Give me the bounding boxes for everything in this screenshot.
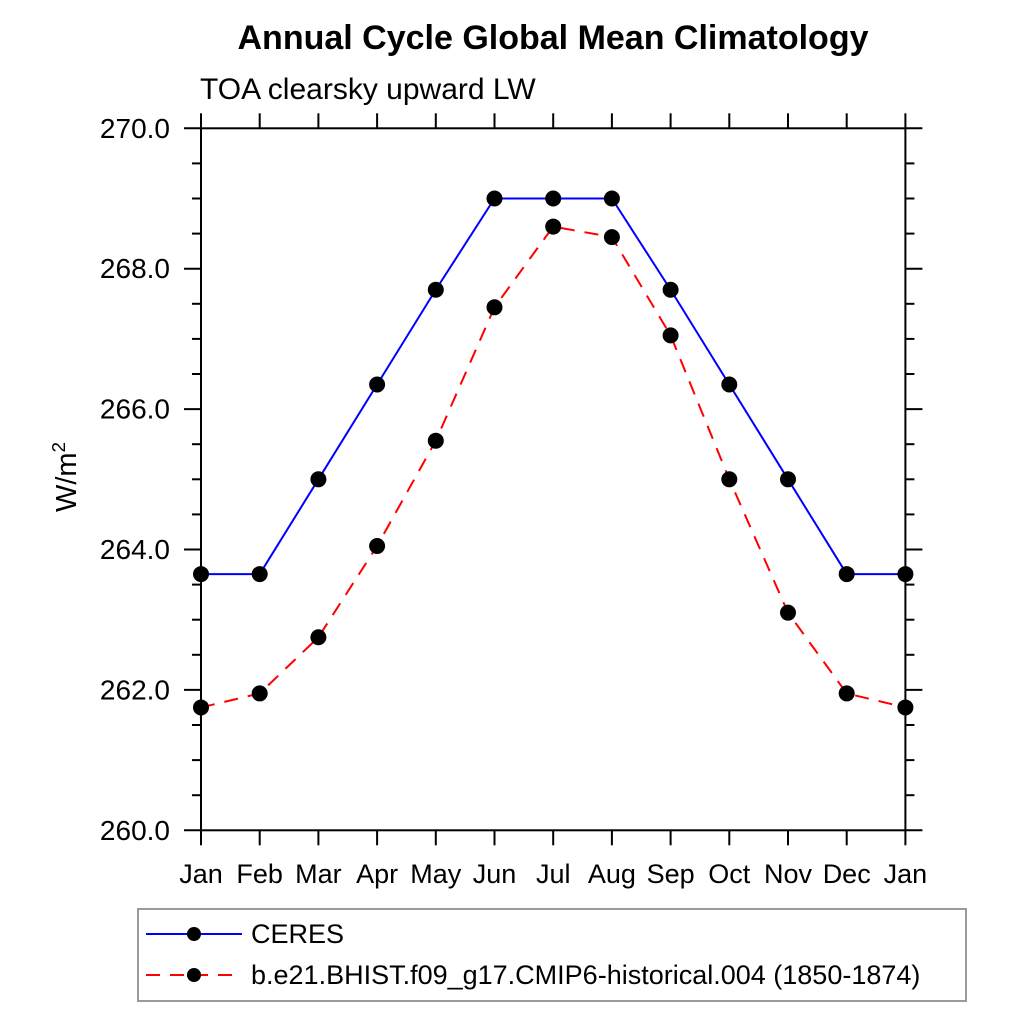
- x-axis: Jan Feb Mar Apr May Jun Jul Aug Sep Oct Nov Dec Jan: [179, 113, 927, 889]
- x-tick-label: Jul: [536, 859, 571, 889]
- data-point-marker: [545, 190, 562, 207]
- legend-marker-model: [187, 968, 201, 982]
- x-tick-label: Jan: [179, 859, 223, 889]
- x-tick-label: Mar: [295, 859, 342, 889]
- data-point-marker: [662, 327, 679, 344]
- data-point-marker: [838, 566, 855, 583]
- data-point-marker: [545, 218, 562, 235]
- legend-item-model: b.e21.BHIST.f09_g17.CMIP6-historical.004…: [145, 957, 920, 993]
- x-tick-label: Jun: [473, 859, 517, 889]
- data-point-marker: [251, 685, 268, 702]
- data-point-marker: [193, 699, 209, 716]
- data-point-marker: [721, 471, 738, 488]
- data-point-marker: [310, 629, 327, 646]
- series-ceres: [193, 190, 914, 583]
- y-tick-label: 268.0: [100, 253, 170, 284]
- x-tick-label: Dec: [823, 859, 871, 889]
- data-point-marker: [369, 537, 386, 554]
- x-tick-label: Oct: [708, 859, 751, 889]
- data-point-marker: [603, 190, 620, 207]
- data-point-marker: [780, 471, 796, 488]
- legend-swatch-model: [146, 968, 242, 982]
- data-point-marker: [193, 566, 209, 583]
- data-point-marker: [427, 432, 444, 449]
- legend-swatch-ceres: [146, 927, 242, 941]
- data-point-marker: [603, 229, 620, 246]
- x-tick-label: May: [410, 859, 462, 889]
- data-point-marker: [662, 281, 679, 298]
- series-line: [200, 225, 906, 709]
- data-point-marker: [721, 376, 738, 393]
- y-tick-label: 264.0: [100, 534, 170, 565]
- y-tick-label: 262.0: [100, 674, 170, 705]
- x-tick-label: Nov: [764, 859, 813, 889]
- legend-label-ceres: CERES: [251, 918, 345, 949]
- data-point-marker: [427, 281, 444, 298]
- data-point-marker: [486, 299, 503, 316]
- data-point-marker: [838, 685, 855, 702]
- x-tick-label: Apr: [356, 859, 398, 889]
- chart-subtitle: TOA clearsky upward LW: [200, 73, 536, 106]
- x-tick-label: Aug: [588, 859, 636, 889]
- data-point-marker: [310, 471, 327, 488]
- data-point-marker: [780, 604, 796, 621]
- plot-frame: [200, 127, 907, 832]
- legend-marker-ceres: [187, 927, 201, 941]
- x-tick-label: Jan: [884, 859, 928, 889]
- legend: CERES b.e21.BHIST.f09_g17.CMIP6-historic…: [137, 908, 967, 1002]
- y-tick-label: 266.0: [100, 394, 170, 425]
- data-point-marker: [897, 566, 914, 583]
- legend-item-ceres: CERES: [145, 916, 344, 952]
- y-tick-label: 270.0: [100, 113, 170, 144]
- legend-label-model: b.e21.BHIST.f09_g17.CMIP6-historical.004…: [251, 959, 921, 990]
- data-point-marker: [486, 190, 503, 207]
- data-point-marker: [897, 699, 914, 716]
- series-model: [193, 218, 914, 716]
- chart-title: Annual Cycle Global Mean Climatology: [237, 19, 869, 57]
- data-point-marker: [251, 566, 268, 583]
- data-point-marker: [369, 376, 386, 393]
- x-tick-label: Feb: [236, 859, 283, 889]
- y-tick-label: 260.0: [100, 815, 170, 846]
- y-axis: 260.0 262.0 264.0 266.0 268.0 270.0: [100, 113, 923, 846]
- series-line: [201, 197, 906, 576]
- x-tick-label: Sep: [647, 859, 695, 889]
